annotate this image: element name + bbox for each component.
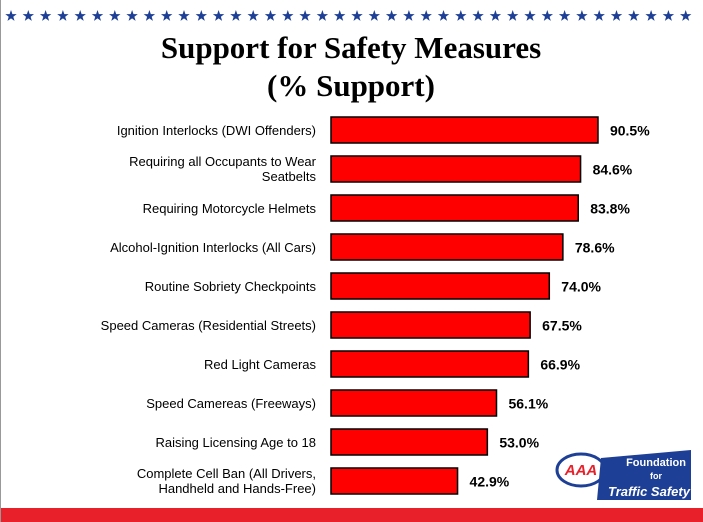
chart-title: Support for Safety Measures	[161, 30, 541, 65]
star	[593, 10, 605, 21]
value-label: 74.0%	[561, 279, 601, 295]
category-label: Alcohol-Ignition Interlocks (All Cars)	[110, 239, 316, 255]
logo-line1: Foundation	[626, 457, 686, 469]
star	[39, 10, 52, 21]
star	[57, 10, 69, 21]
category-label: Speed Camereas (Freeways)	[146, 395, 316, 411]
chart-subtitle: (% Support)	[267, 68, 435, 103]
value-label: 53.0%	[499, 435, 539, 451]
category-label: Red Light Cameras	[204, 356, 316, 372]
logo: AAA Foundation for Traffic Safety	[555, 450, 691, 500]
star	[662, 10, 675, 21]
bar	[330, 155, 582, 183]
bar	[330, 116, 599, 144]
star	[264, 10, 277, 21]
bar	[330, 389, 498, 417]
bar	[330, 272, 551, 300]
category-label: Ignition Interlocks (DWI Offenders)	[116, 122, 316, 138]
star	[5, 10, 17, 21]
star	[334, 10, 346, 21]
category-label: Raising Licensing Age to 18	[155, 434, 316, 450]
star	[680, 10, 692, 21]
star	[74, 10, 86, 21]
category-label: Requiring all Occupants to Wear Seatbelt…	[129, 154, 316, 184]
star	[368, 10, 380, 21]
star	[22, 10, 34, 21]
value-label: 78.6%	[575, 240, 615, 256]
bar	[330, 194, 579, 222]
star	[437, 10, 450, 21]
star	[212, 10, 225, 21]
star	[91, 10, 104, 21]
star	[610, 10, 623, 21]
star	[472, 10, 484, 21]
bar	[330, 233, 564, 261]
star	[230, 10, 242, 21]
value-label: 84.6%	[593, 162, 633, 178]
star	[161, 10, 173, 21]
star	[507, 10, 519, 21]
star	[541, 10, 553, 21]
star	[628, 10, 640, 21]
star	[126, 10, 138, 21]
bar	[330, 467, 459, 495]
value-label: 83.8%	[590, 201, 630, 217]
star	[489, 10, 502, 21]
star	[109, 10, 121, 21]
bottom-stripe	[1, 508, 703, 522]
value-label: 66.9%	[540, 357, 580, 373]
logo-panel	[597, 450, 691, 500]
star	[403, 10, 415, 21]
value-label: 90.5%	[610, 123, 650, 139]
star	[558, 10, 571, 21]
star	[247, 10, 259, 21]
value-label: 56.1%	[508, 396, 548, 412]
star	[576, 10, 588, 21]
bar	[330, 428, 489, 456]
category-label: Requiring Motorcycle Helmets	[142, 200, 316, 216]
category-label: Routine Sobriety Checkpoints	[144, 278, 316, 294]
value-label: 42.9%	[470, 474, 510, 490]
star	[645, 10, 657, 21]
logo-line3: Traffic Safety	[608, 484, 691, 499]
star	[316, 10, 329, 21]
star	[455, 10, 467, 21]
bar	[330, 350, 530, 378]
star	[524, 10, 536, 21]
category-label: Complete Cell Ban (All Drivers, Handheld…	[136, 466, 316, 496]
category-label: Speed Cameras (Residential Streets)	[100, 317, 316, 333]
star	[351, 10, 363, 21]
star	[282, 10, 294, 21]
star	[420, 10, 432, 21]
star	[178, 10, 190, 21]
star	[299, 10, 311, 21]
value-label: 67.5%	[542, 318, 582, 334]
logo-line2: for	[650, 471, 662, 481]
bar	[330, 311, 531, 339]
logo-mark: AAA	[564, 462, 598, 479]
star	[195, 10, 207, 21]
star	[385, 10, 398, 21]
star	[143, 10, 156, 21]
